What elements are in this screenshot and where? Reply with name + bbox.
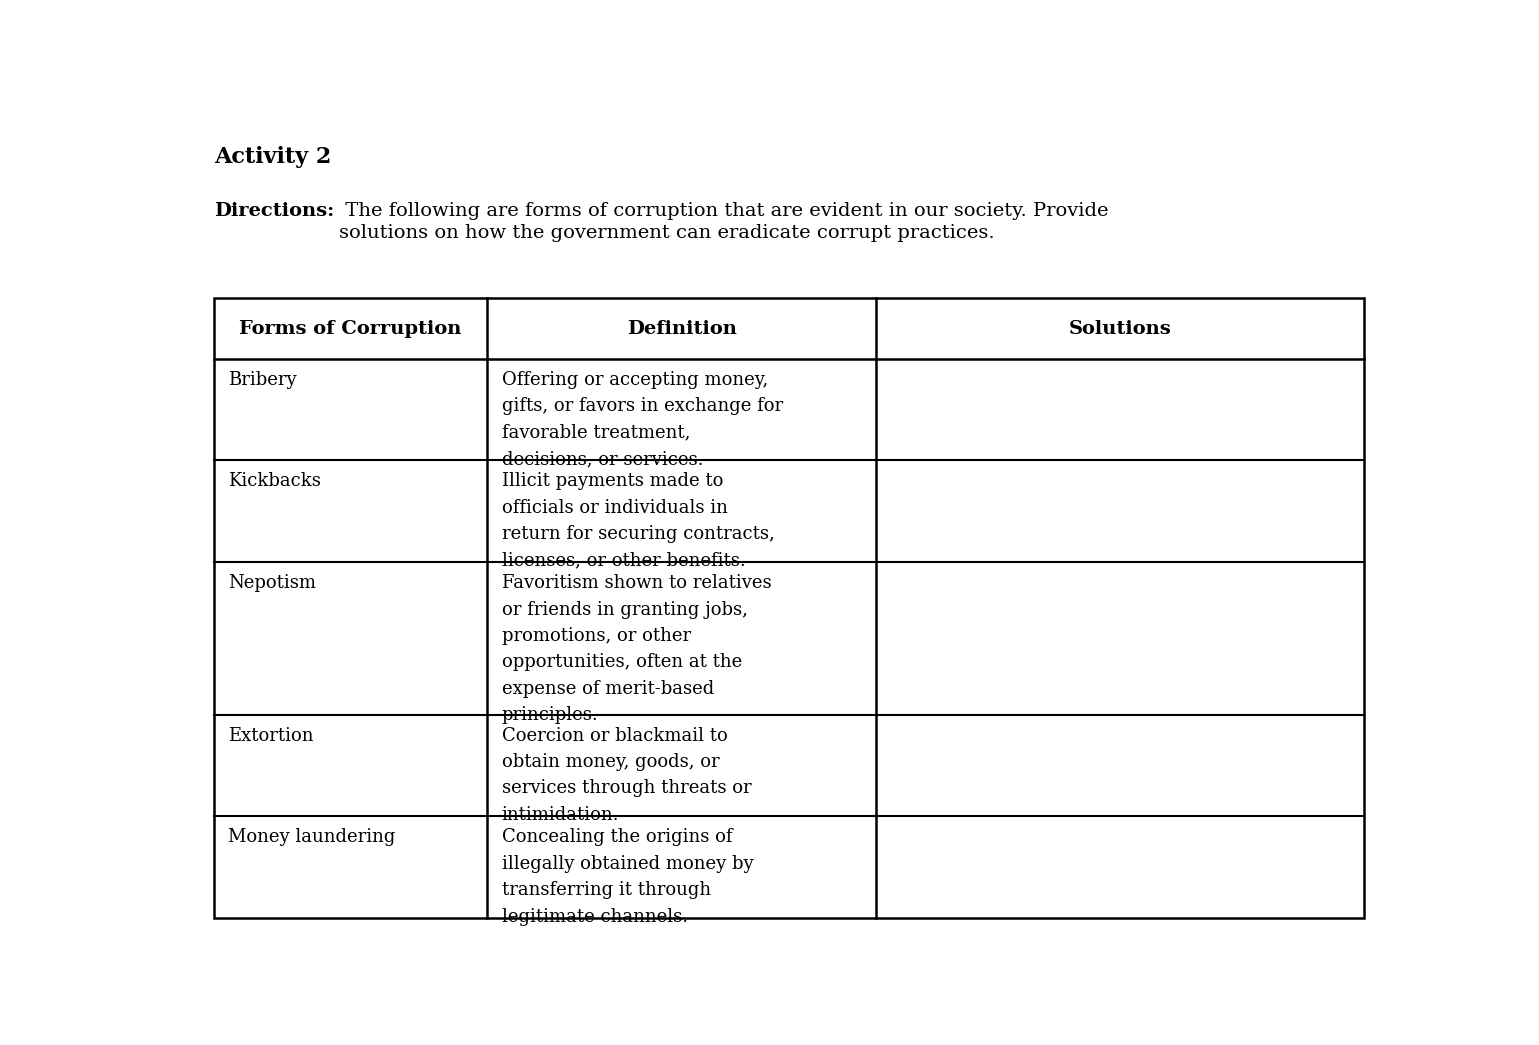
Text: Coercion or blackmail to
obtain money, goods, or
services through threats or
int: Coercion or blackmail to obtain money, g… [502, 726, 751, 823]
Text: Concealing the origins of
illegally obtained money by
transferring it through
le: Concealing the origins of illegally obta… [502, 829, 754, 926]
Text: Solutions: Solutions [1068, 320, 1171, 338]
Text: The following are forms of corruption that are evident in our society. Provide
s: The following are forms of corruption th… [339, 202, 1108, 242]
Text: Directions:: Directions: [214, 202, 334, 219]
Text: Illicit payments made to
officials or individuals in
return for securing contrac: Illicit payments made to officials or in… [502, 472, 774, 570]
Text: Money laundering: Money laundering [228, 829, 396, 846]
Text: Nepotism: Nepotism [228, 574, 315, 593]
Text: Forms of Corruption: Forms of Corruption [240, 320, 462, 338]
Bar [214, 299, 1364, 918]
Text: Offering or accepting money,
gifts, or favors in exchange for
favorable treatmen: Offering or accepting money, gifts, or f… [502, 371, 783, 468]
Text: Favoritism shown to relatives
or friends in granting jobs,
promotions, or other
: Favoritism shown to relatives or friends… [502, 574, 771, 724]
Text: Bribery: Bribery [228, 371, 297, 389]
Text: Extortion: Extortion [228, 726, 314, 745]
Text: Kickbacks: Kickbacks [228, 472, 322, 490]
Text: Activity 2: Activity 2 [214, 145, 331, 167]
Text: Definition: Definition [626, 320, 737, 338]
